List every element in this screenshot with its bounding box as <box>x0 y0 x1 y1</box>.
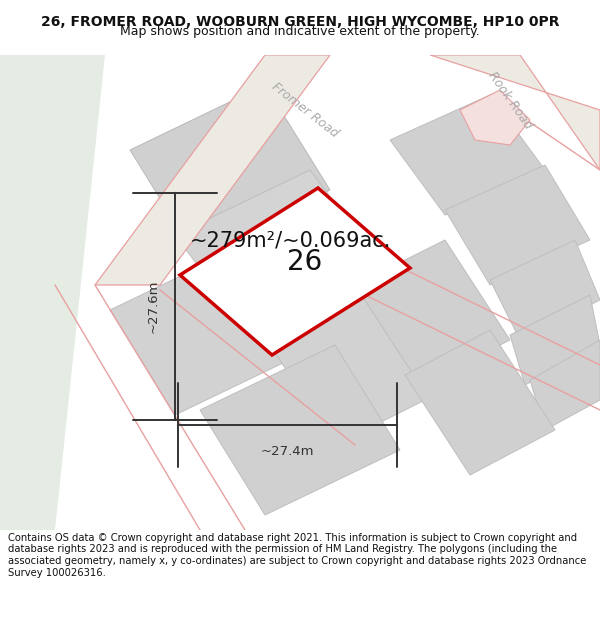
Polygon shape <box>490 240 600 340</box>
Polygon shape <box>445 165 590 285</box>
Polygon shape <box>180 188 410 355</box>
Text: Fromer Road: Fromer Road <box>269 80 341 140</box>
Polygon shape <box>510 295 600 385</box>
Polygon shape <box>0 55 105 530</box>
Text: Rook Road: Rook Road <box>485 69 535 131</box>
Text: 26: 26 <box>287 248 323 276</box>
Polygon shape <box>95 55 330 285</box>
Polygon shape <box>460 90 530 145</box>
Polygon shape <box>405 330 555 475</box>
Polygon shape <box>110 245 310 415</box>
Text: ~27.4m: ~27.4m <box>260 445 314 458</box>
Text: Map shows position and indicative extent of the property.: Map shows position and indicative extent… <box>120 26 480 39</box>
Text: ~27.6m: ~27.6m <box>147 279 160 332</box>
Polygon shape <box>530 340 600 430</box>
Polygon shape <box>430 55 600 170</box>
Polygon shape <box>355 240 510 385</box>
Polygon shape <box>270 280 465 445</box>
Text: Contains OS data © Crown copyright and database right 2021. This information is : Contains OS data © Crown copyright and d… <box>8 533 586 578</box>
Polygon shape <box>200 345 400 515</box>
Polygon shape <box>130 85 330 255</box>
Text: ~279m²/~0.069ac.: ~279m²/~0.069ac. <box>190 230 391 250</box>
Text: 26, FROMER ROAD, WOOBURN GREEN, HIGH WYCOMBE, HP10 0PR: 26, FROMER ROAD, WOOBURN GREEN, HIGH WYC… <box>41 16 559 29</box>
Polygon shape <box>175 170 385 335</box>
Polygon shape <box>390 95 545 215</box>
